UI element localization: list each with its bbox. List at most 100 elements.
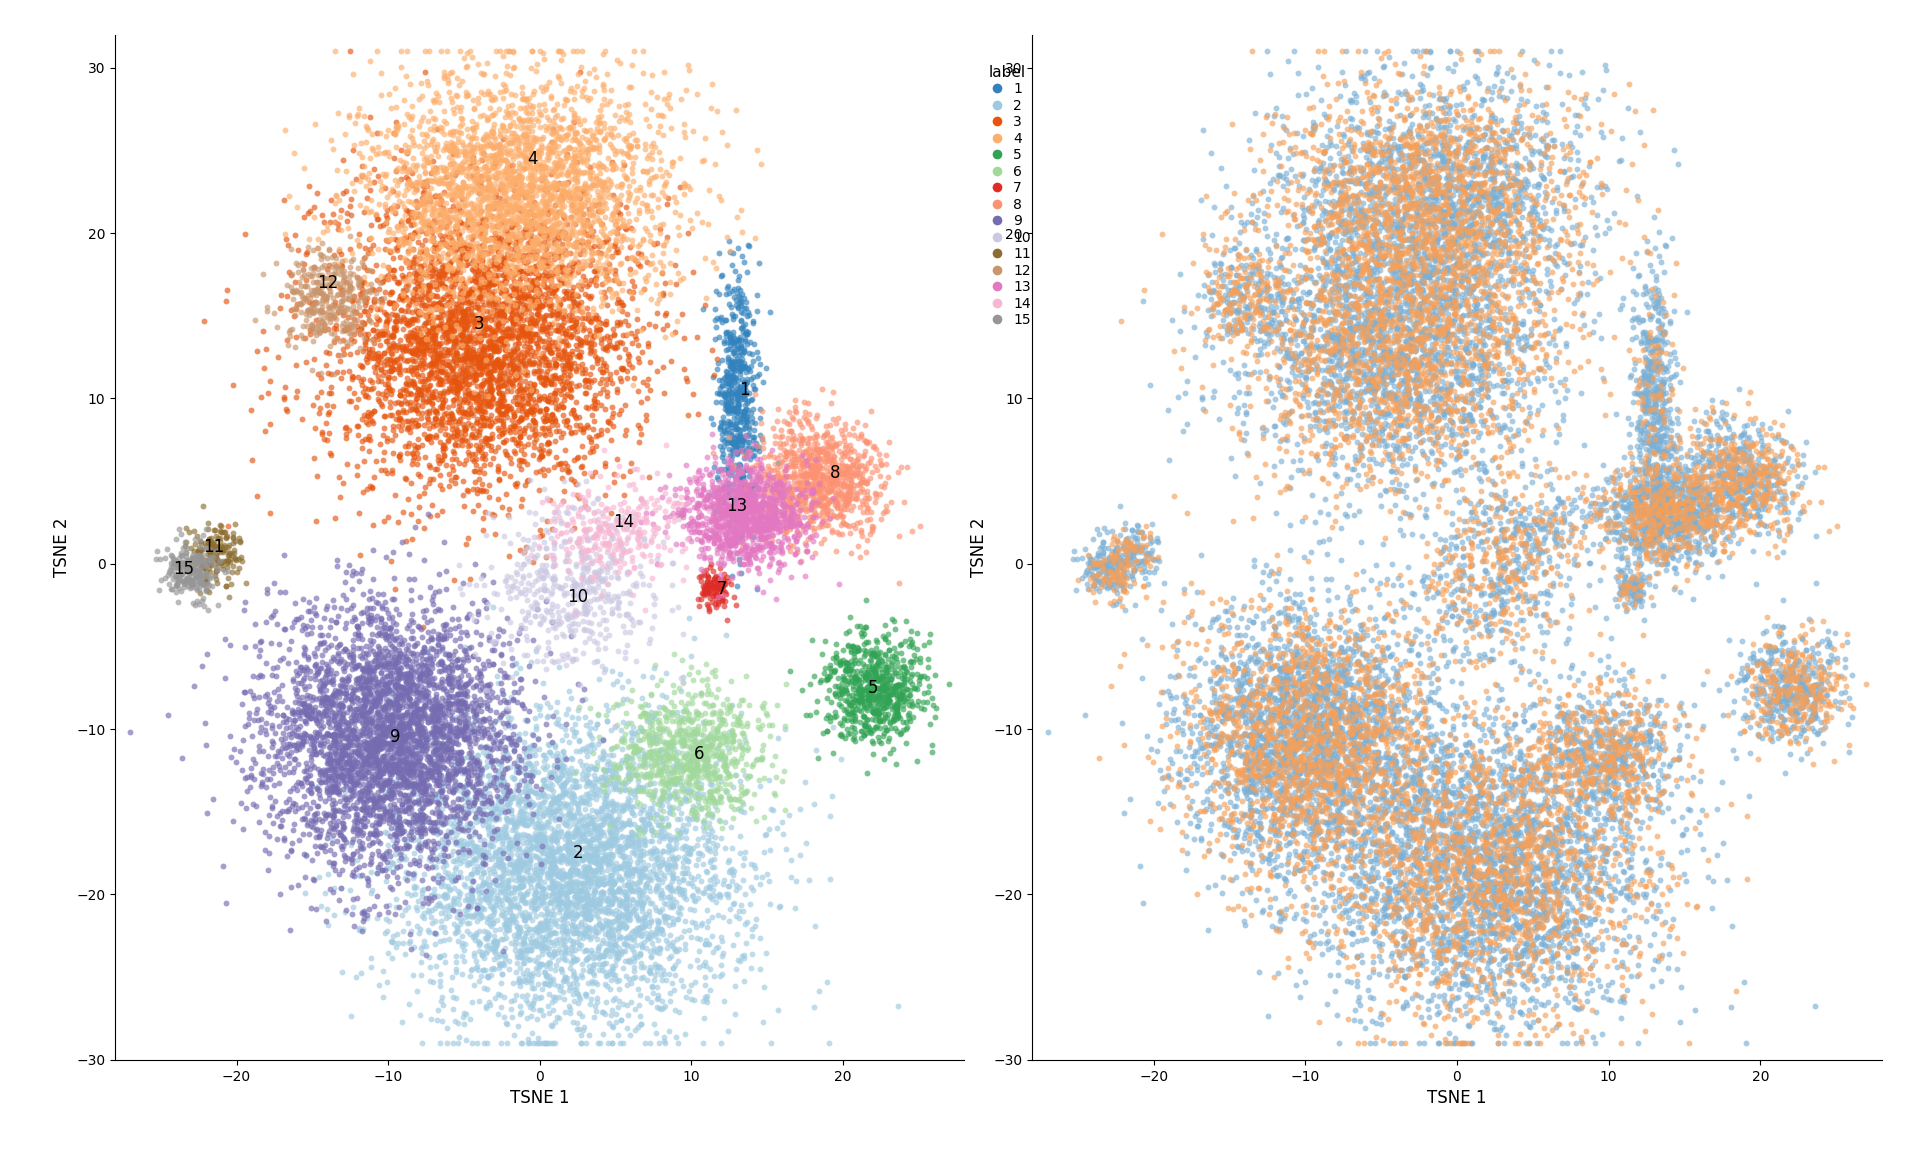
disease: [1478, 650, 1509, 668]
disease: [1745, 463, 1776, 482]
disease: [1503, 882, 1534, 901]
Point: [445, 339, 476, 357]
healthy: [1467, 607, 1498, 626]
Point: [257, 764, 288, 782]
Point: [852, 685, 883, 704]
disease: [1175, 813, 1206, 832]
disease: [1632, 394, 1663, 412]
Point: [405, 824, 436, 842]
Point: [597, 929, 628, 947]
disease: [1263, 833, 1294, 851]
Point: [730, 510, 760, 529]
disease: [1290, 654, 1321, 673]
disease: [1327, 786, 1357, 804]
healthy: [1797, 682, 1828, 700]
Point: [397, 291, 428, 310]
Point: [614, 770, 645, 788]
Point: [762, 513, 793, 531]
healthy: [1340, 146, 1371, 165]
disease: [1331, 389, 1361, 408]
disease: [1789, 692, 1820, 711]
Point: [461, 331, 492, 349]
disease: [1482, 334, 1513, 353]
Point: [495, 198, 526, 217]
Point: [710, 400, 741, 418]
disease: [1382, 320, 1413, 339]
Point: [566, 544, 597, 562]
disease: [1380, 937, 1411, 955]
Text: 6: 6: [693, 745, 705, 763]
Point: [453, 437, 484, 455]
healthy: [1755, 637, 1786, 655]
disease: [1415, 991, 1446, 1009]
disease: [1534, 766, 1565, 785]
disease: [1549, 252, 1580, 271]
Point: [908, 699, 939, 718]
Point: [516, 181, 547, 199]
healthy: [1453, 88, 1484, 106]
disease: [1469, 874, 1500, 893]
Point: [557, 130, 588, 149]
Point: [476, 835, 507, 854]
Point: [380, 98, 411, 116]
disease: [1336, 138, 1367, 157]
Point: [612, 869, 643, 887]
healthy: [1599, 721, 1630, 740]
disease: [1359, 271, 1390, 289]
Point: [526, 893, 557, 911]
disease: [1622, 502, 1653, 521]
Point: [420, 858, 451, 877]
disease: [1405, 266, 1436, 285]
Point: [870, 658, 900, 676]
disease: [1327, 211, 1357, 229]
disease: [1204, 798, 1235, 817]
Point: [449, 293, 480, 311]
disease: [1311, 160, 1342, 179]
healthy: [1452, 865, 1482, 884]
Point: [801, 741, 831, 759]
healthy: [1432, 313, 1463, 332]
disease: [1292, 624, 1323, 643]
Point: [503, 806, 534, 825]
Point: [732, 372, 762, 391]
Point: [530, 908, 561, 926]
disease: [1505, 90, 1536, 108]
Point: [518, 796, 549, 814]
disease: [1275, 665, 1306, 683]
healthy: [1634, 865, 1665, 884]
disease: [1651, 511, 1682, 530]
disease: [1741, 455, 1772, 473]
Point: [728, 485, 758, 503]
disease: [1392, 960, 1423, 978]
healthy: [1317, 209, 1348, 227]
healthy: [1252, 712, 1283, 730]
Point: [526, 362, 557, 380]
disease: [1254, 651, 1284, 669]
Point: [470, 416, 501, 434]
disease: [1667, 768, 1697, 787]
healthy: [1674, 539, 1705, 558]
Point: [417, 301, 447, 319]
healthy: [1371, 442, 1402, 461]
disease: [1427, 725, 1457, 743]
healthy: [1244, 252, 1275, 271]
Point: [576, 961, 607, 979]
healthy: [1482, 915, 1513, 933]
Point: [870, 497, 900, 515]
Point: [612, 873, 643, 892]
Point: [768, 477, 799, 495]
disease: [1473, 719, 1503, 737]
Point: [668, 674, 699, 692]
Point: [403, 233, 434, 251]
Point: [361, 205, 392, 223]
disease: [1572, 273, 1603, 291]
healthy: [1384, 855, 1415, 873]
disease: [1377, 264, 1407, 282]
Point: [478, 926, 509, 945]
Point: [467, 310, 497, 328]
Point: [547, 788, 578, 806]
Point: [396, 384, 426, 402]
healthy: [1576, 770, 1607, 788]
disease: [1292, 740, 1323, 758]
Point: [205, 532, 236, 551]
